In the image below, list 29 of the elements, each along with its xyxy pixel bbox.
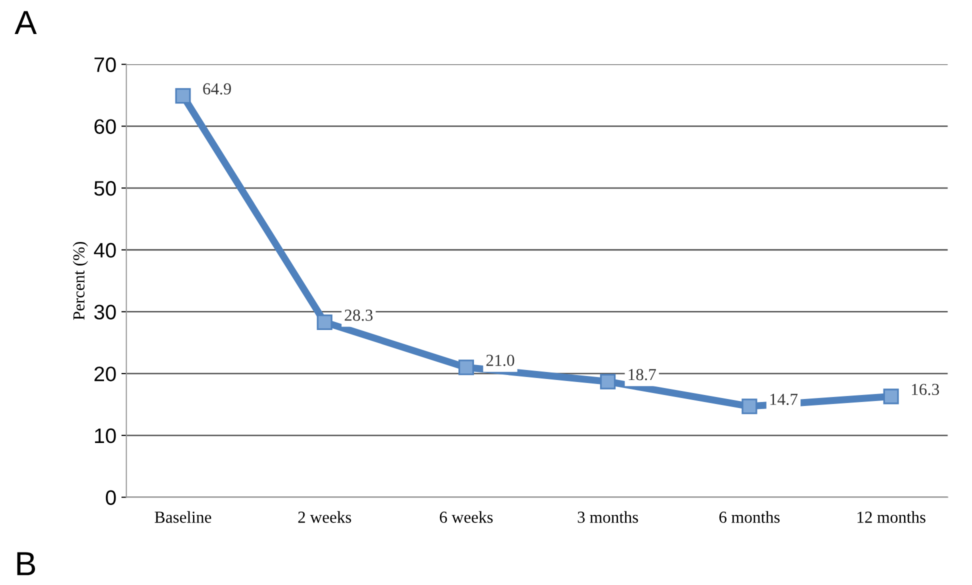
point <box>458 360 474 376</box>
point <box>883 388 899 404</box>
text: 18.7 <box>628 368 656 380</box>
y-tick-label: 30 <box>94 304 116 320</box>
y-tick-label: 50 <box>94 181 116 196</box>
text: 16.3 <box>912 384 940 396</box>
x-tick-label: 6 months <box>719 511 780 523</box>
point <box>316 314 332 330</box>
text: 64.9 <box>203 83 231 95</box>
x-tick-label: Baseline <box>154 511 212 523</box>
x-tick-label: 12 months <box>858 511 926 523</box>
y-tick-label: 0 <box>106 490 116 506</box>
y-tick-label: 70 <box>94 57 116 72</box>
point <box>600 374 616 390</box>
y-axis-title: Percent (%) <box>72 242 88 320</box>
y-tick-label: 10 <box>95 428 116 444</box>
y-tick-label: 40 <box>94 242 116 258</box>
y-tick-label: 20 <box>94 366 116 382</box>
point <box>742 398 758 414</box>
point <box>175 88 191 104</box>
x-tick-label: 3 months <box>578 511 638 523</box>
chart-title: A <box>14 11 37 34</box>
text: 28.3 <box>344 310 373 321</box>
y-tick-label: 60 <box>94 119 116 134</box>
text: 14.7 <box>770 394 798 406</box>
x-tick-label: 2 weeks <box>298 511 352 523</box>
x-tick-label: 6 weeks <box>440 511 493 523</box>
text: 21.0 <box>486 354 514 366</box>
text: B <box>17 552 36 576</box>
